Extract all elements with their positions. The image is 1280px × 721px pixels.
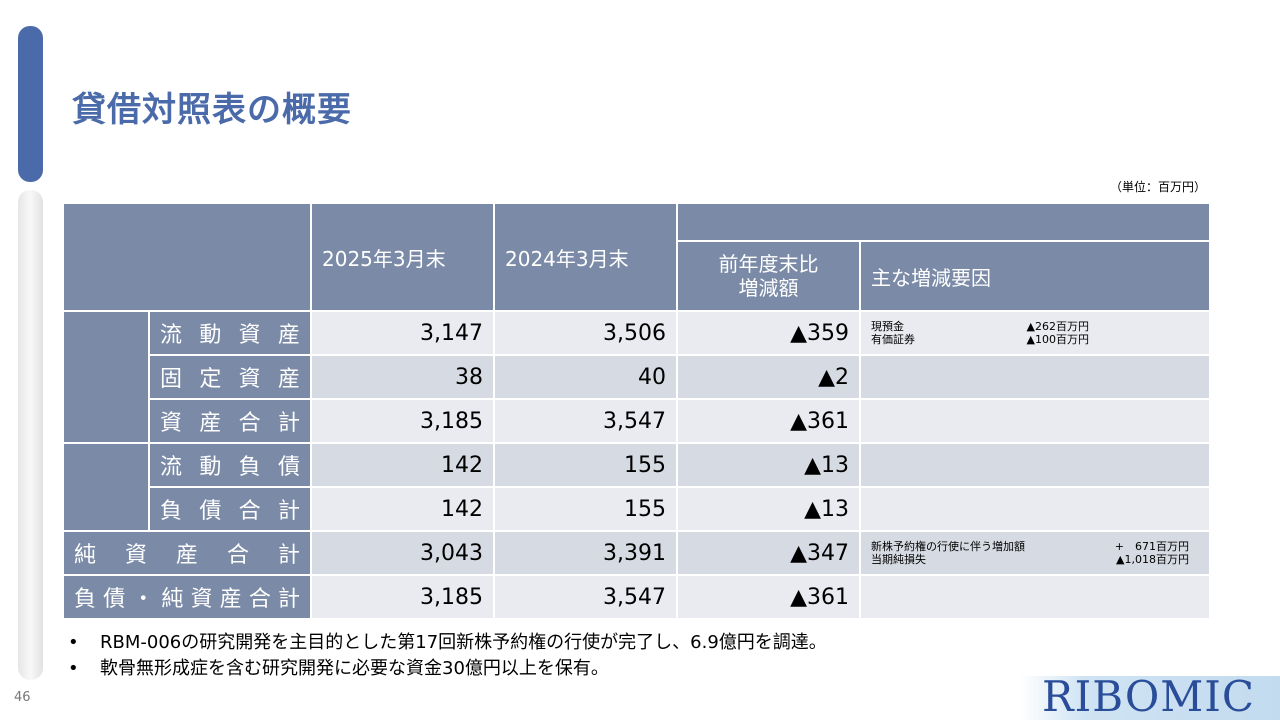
value-2025: 3,185 [310, 574, 495, 620]
value-2025: 3,043 [310, 530, 495, 576]
factor-note [859, 354, 1211, 400]
row-label: 資産合計 [148, 398, 312, 444]
value-diff: ▲13 [676, 442, 861, 488]
row-label: 純資産合計 [62, 530, 312, 576]
note-key: 当期純損失 [871, 553, 926, 566]
header-top-band [676, 202, 1211, 242]
table-row: 負債合計 142 155 ▲13 [63, 486, 1211, 532]
value-2024: 155 [493, 486, 678, 532]
value-2025: 38 [310, 354, 495, 400]
list-item: • RBM-006の研究開発を主目的とした第17回新株予約権の行使が完了し、6.… [68, 630, 827, 656]
note-key: 現預金 [871, 320, 904, 333]
bullet-text: 軟骨無形成症を含む研究開発に必要な資金30億円以上を保有。 [100, 658, 609, 679]
header-blank [62, 202, 312, 312]
value-2024: 3,547 [493, 574, 678, 620]
accent-bar-bottom [18, 190, 43, 680]
row-label: 流動資産 [148, 310, 312, 356]
table-row: 流動負債 142 155 ▲13 [62, 442, 1211, 532]
bullet-text: RBM-006の研究開発を主目的とした第17回新株予約権の行使が完了し、6.9億… [100, 632, 827, 653]
header-diff: 前年度末比 増減額 [676, 240, 861, 312]
header-2025: 2025年3月末 [310, 202, 495, 312]
note-value: ▲1,018百万円 [1116, 553, 1189, 566]
value-2025: 142 [310, 442, 495, 488]
liabilities-group-cell [62, 442, 150, 532]
bullet-mark: • [68, 658, 79, 679]
value-2024: 3,547 [493, 398, 678, 444]
factor-note [859, 398, 1211, 444]
value-2024: 3,506 [493, 310, 678, 356]
row-label: 負債・純資産合計 [62, 574, 312, 620]
note-key: 有価証券 [871, 333, 915, 346]
factor-note [859, 486, 1211, 532]
logo-background [1020, 676, 1280, 720]
table-row: 資産合計 3,185 3,547 ▲361 [63, 398, 1211, 444]
value-2024: 155 [493, 442, 678, 488]
row-label: 固定資産 [148, 354, 312, 400]
unit-label: （単位：百万円） [1109, 180, 1206, 194]
value-2024: 3,391 [493, 530, 678, 576]
value-diff: ▲361 [676, 398, 861, 444]
value-diff: ▲2 [676, 354, 861, 400]
header-factor: 主な増減要因 [859, 240, 1211, 312]
company-logo: RIBOMIC [1042, 672, 1256, 721]
value-2024: 40 [493, 354, 678, 400]
note-value: ▲100百万円 [1026, 333, 1089, 346]
accent-bar-top [18, 26, 43, 182]
row-label: 負債合計 [148, 486, 312, 532]
assets-group-cell [62, 310, 150, 444]
bullet-mark: • [68, 632, 79, 653]
header-2024: 2024年3月末 [493, 202, 678, 312]
factor-note: 新株予約権の行使に伴う増加額 + 671百万円 当期純損失 ▲1,018百万円 [859, 530, 1211, 576]
value-2025: 142 [310, 486, 495, 532]
table-row: 純資産合計 3,043 3,391 ▲347 新株予約権の行使に伴う増加額 + 6… [62, 530, 1211, 576]
factor-note [859, 442, 1211, 488]
row-label: 流動負債 [148, 442, 312, 488]
table-row: 流動資産 3,147 3,506 ▲359 現預金 ▲262百万円 有価証券 ▲10… [62, 310, 1211, 444]
value-diff: ▲361 [676, 574, 861, 620]
page-number: 46 [14, 690, 31, 705]
list-item: • 軟骨無形成症を含む研究開発に必要な資金30億円以上を保有。 [68, 656, 827, 682]
value-diff: ▲359 [676, 310, 861, 356]
value-diff: ▲13 [676, 486, 861, 532]
factor-note [859, 574, 1211, 620]
value-2025: 3,147 [310, 310, 495, 356]
factor-note: 現預金 ▲262百万円 有価証券 ▲100百万円 [859, 310, 1211, 356]
bullet-list: • RBM-006の研究開発を主目的とした第17回新株予約権の行使が完了し、6.… [68, 630, 827, 682]
note-value: ▲262百万円 [1026, 320, 1089, 333]
table-row: 固定資産 38 40 ▲2 [63, 354, 1211, 400]
note-value: + 671百万円 [1114, 540, 1189, 553]
value-diff: ▲347 [676, 530, 861, 576]
page-title: 貸借対照表の概要 [72, 90, 352, 130]
note-key: 新株予約権の行使に伴う増加額 [871, 540, 1025, 553]
balance-sheet-table: 2025年3月末 2024年3月末 前年度末比 増減額 主な増減要因 流動資産 … [62, 202, 1211, 620]
value-2025: 3,185 [310, 398, 495, 444]
table-row: 負債・純資産合計 3,185 3,547 ▲361 [62, 574, 1211, 620]
